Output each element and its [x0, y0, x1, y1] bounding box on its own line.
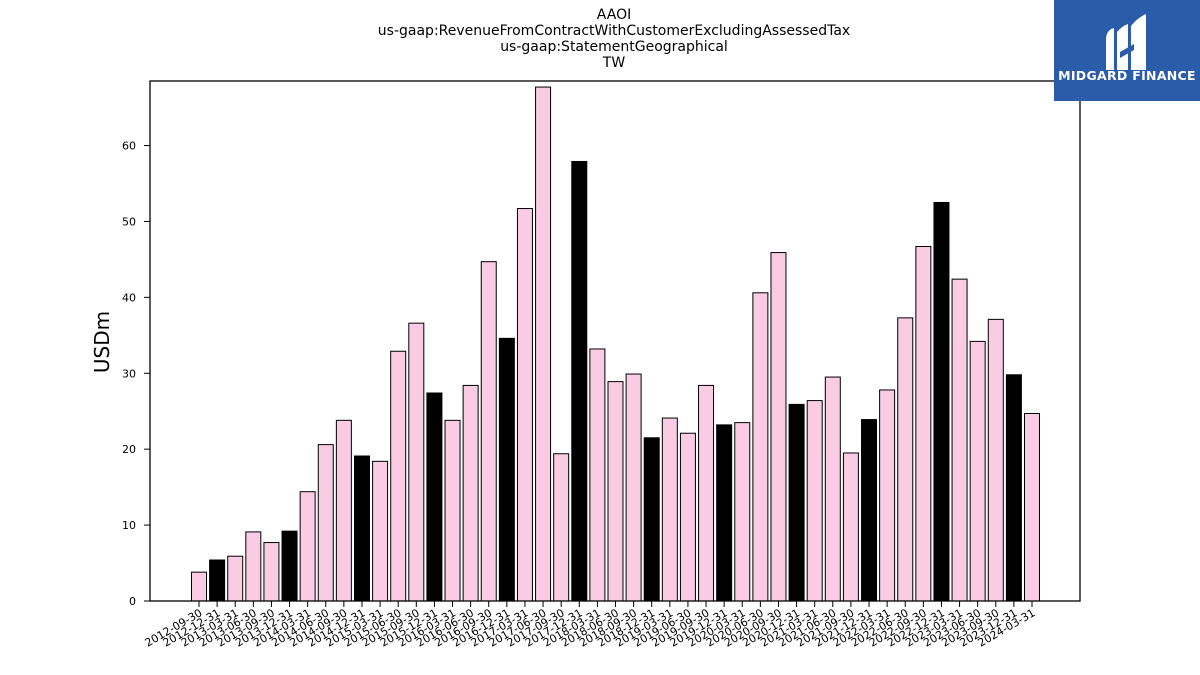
bar	[824, 376, 841, 602]
bar	[897, 317, 914, 602]
bar	[879, 389, 896, 602]
y-tick-label: 50	[122, 215, 136, 228]
bar	[589, 348, 606, 602]
bar	[263, 542, 280, 602]
bar	[553, 453, 570, 602]
bar	[969, 340, 986, 602]
bar	[788, 403, 805, 602]
bar	[462, 384, 479, 602]
bar	[535, 86, 552, 602]
title-ticker: AAOI	[596, 7, 632, 23]
bar	[426, 392, 443, 602]
brand-name: MIDGARD FINANCE	[1058, 68, 1196, 83]
bar	[770, 252, 787, 602]
bar	[191, 571, 207, 602]
bar	[245, 531, 262, 602]
bar	[390, 350, 407, 602]
bar	[915, 245, 932, 602]
bar	[734, 422, 751, 602]
bar	[752, 292, 769, 602]
midgard-logo-icon	[1106, 14, 1146, 70]
bar	[861, 419, 878, 602]
bar	[607, 381, 624, 602]
bar	[679, 432, 696, 602]
bar	[516, 208, 533, 602]
bar	[1005, 374, 1022, 602]
title-axis: us-gaap:StatementGeographical	[500, 39, 728, 55]
bar	[806, 400, 823, 602]
bar	[498, 337, 515, 602]
bar	[933, 201, 950, 602]
y-tick-label: 20	[122, 443, 136, 456]
y-tick-label: 0	[129, 595, 136, 608]
brand-logo: MIDGARD FINANCE	[1054, 0, 1200, 101]
y-tick-label: 30	[122, 367, 136, 380]
bar	[444, 419, 461, 602]
bar	[480, 261, 497, 602]
bar	[353, 455, 370, 602]
bar	[1024, 413, 1040, 602]
bar	[299, 491, 316, 602]
bar	[842, 452, 859, 602]
y-tick-label: 40	[122, 291, 136, 304]
bar	[372, 460, 389, 602]
bar	[643, 437, 660, 602]
y-axis-label: USDm	[90, 311, 114, 373]
bar	[698, 384, 715, 602]
chart-title: AAOI us-gaap:RevenueFromContractWithCust…	[314, 7, 914, 71]
bar	[209, 559, 226, 602]
bar	[335, 419, 352, 602]
bar	[661, 417, 678, 602]
bar	[227, 555, 244, 602]
bar	[408, 322, 425, 602]
bar	[987, 318, 1004, 602]
bar	[281, 530, 298, 602]
y-tick-label: 60	[122, 140, 136, 153]
bar	[625, 373, 642, 602]
bar	[571, 160, 588, 602]
bar	[317, 444, 334, 602]
bar	[951, 278, 968, 602]
y-tick-label: 10	[122, 519, 136, 532]
title-concept: us-gaap:RevenueFromContractWithCustomerE…	[377, 23, 851, 39]
title-member: TW	[602, 55, 626, 71]
bar	[716, 424, 733, 602]
